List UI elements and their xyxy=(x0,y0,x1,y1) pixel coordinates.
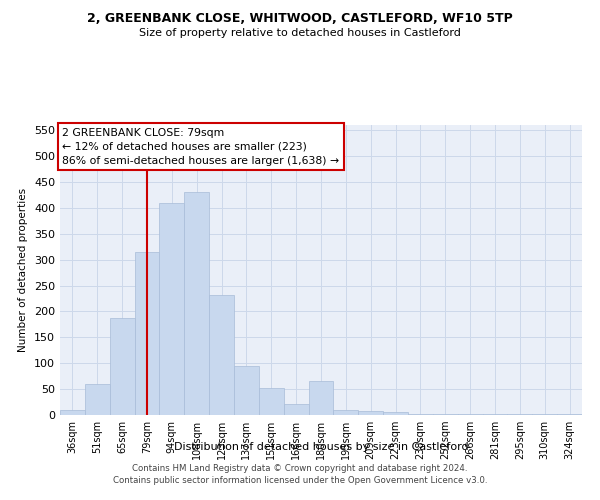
Bar xyxy=(259,388,284,415)
Bar xyxy=(308,382,334,415)
Bar xyxy=(458,414,482,415)
Bar xyxy=(60,410,85,415)
Text: Contains HM Land Registry data © Crown copyright and database right 2024.
Contai: Contains HM Land Registry data © Crown c… xyxy=(113,464,487,485)
Bar xyxy=(110,318,134,415)
Bar xyxy=(160,202,184,415)
Bar xyxy=(284,404,308,415)
Bar xyxy=(184,192,209,415)
Bar xyxy=(85,384,110,415)
Bar xyxy=(234,366,259,415)
Bar xyxy=(532,414,557,415)
Y-axis label: Number of detached properties: Number of detached properties xyxy=(19,188,28,352)
Bar xyxy=(557,414,582,415)
Text: Distribution of detached houses by size in Castleford: Distribution of detached houses by size … xyxy=(173,442,469,452)
Bar xyxy=(482,414,508,415)
Bar xyxy=(433,414,458,415)
Bar xyxy=(383,412,408,415)
Text: 2, GREENBANK CLOSE, WHITWOOD, CASTLEFORD, WF10 5TP: 2, GREENBANK CLOSE, WHITWOOD, CASTLEFORD… xyxy=(87,12,513,26)
Bar xyxy=(408,414,433,415)
Bar xyxy=(508,414,532,415)
Text: Size of property relative to detached houses in Castleford: Size of property relative to detached ho… xyxy=(139,28,461,38)
Bar xyxy=(358,411,383,415)
Bar xyxy=(209,295,234,415)
Bar xyxy=(334,410,358,415)
Bar xyxy=(134,252,160,415)
Text: 2 GREENBANK CLOSE: 79sqm
← 12% of detached houses are smaller (223)
86% of semi-: 2 GREENBANK CLOSE: 79sqm ← 12% of detach… xyxy=(62,128,340,166)
